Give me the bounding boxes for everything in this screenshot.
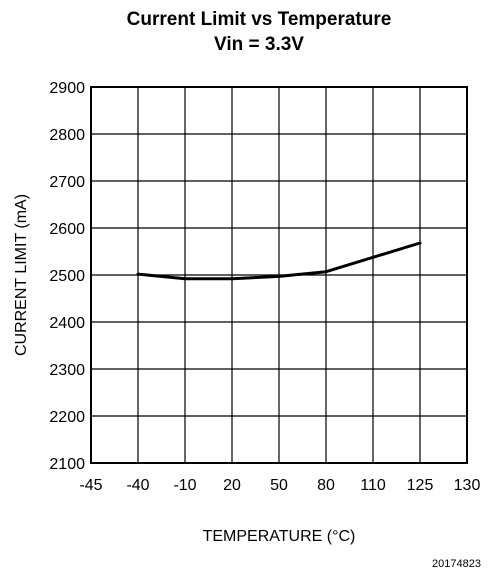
figure-id: 20174823 xyxy=(432,558,481,570)
chart-subtitle: Vin = 3.3V xyxy=(214,34,304,55)
y-tick-label: 2100 xyxy=(49,456,85,473)
y-tick-label: 2200 xyxy=(49,409,85,426)
plot-frame xyxy=(90,86,468,464)
y-axis-label: CURRENT LIMIT (mA) xyxy=(13,194,30,356)
x-tick-labels: -45 -40 -10 20 50 80 110 125 130 xyxy=(79,477,480,494)
x-axis-label: TEMPERATURE (°C) xyxy=(203,528,356,545)
y-tick-label: 2800 xyxy=(49,127,85,144)
chart-title: Current Limit vs Temperature xyxy=(127,9,392,30)
y-tick-label: 2500 xyxy=(49,268,85,285)
x-tick-label: -40 xyxy=(126,477,149,494)
x-tick-label: 80 xyxy=(317,477,335,494)
x-tick-label: 110 xyxy=(360,477,386,494)
y-tick-label: 2400 xyxy=(49,315,85,332)
x-tick-label: 130 xyxy=(454,477,481,494)
x-tick-label: 125 xyxy=(407,477,434,494)
y-tick-labels: 2100 2200 2300 2400 2500 2600 2700 2800 2900 xyxy=(49,80,85,473)
y-tick-label: 2900 xyxy=(49,80,85,97)
x-tick-label: -10 xyxy=(173,477,196,494)
y-tick-label: 2600 xyxy=(49,221,85,238)
x-tick-label: 20 xyxy=(223,477,241,494)
series-line xyxy=(136,241,422,281)
x-tick-label: 50 xyxy=(270,477,288,494)
y-tick-label: 2700 xyxy=(49,174,85,191)
x-tick-label: -45 xyxy=(79,477,102,494)
y-tick-label: 2300 xyxy=(49,362,85,379)
